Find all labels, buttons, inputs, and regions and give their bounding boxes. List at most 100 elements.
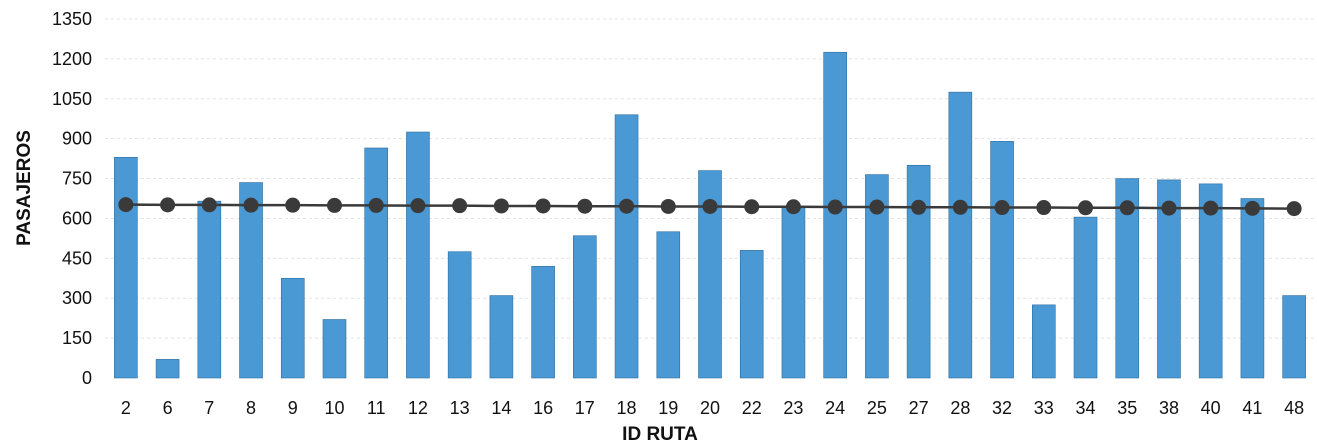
bar <box>155 359 180 379</box>
y-tick-label: 750 <box>62 169 92 189</box>
bar <box>1031 304 1056 379</box>
x-tick-label: 25 <box>867 398 887 418</box>
bar <box>280 277 305 379</box>
y-tick-label: 150 <box>62 328 92 348</box>
x-axis-title: ID RUTA <box>622 424 698 444</box>
bar <box>990 141 1014 379</box>
average-point <box>368 197 384 213</box>
x-tick-label: 38 <box>1159 398 1179 418</box>
bar <box>1240 198 1265 379</box>
average-point <box>1078 200 1094 216</box>
x-tick-label: 20 <box>700 398 720 418</box>
x-tick-label: 33 <box>1034 398 1054 418</box>
x-tick-label: 16 <box>533 398 553 418</box>
average-point <box>1203 200 1219 216</box>
bar <box>573 235 597 379</box>
x-tick-label: 34 <box>1076 398 1096 418</box>
bar <box>531 266 555 379</box>
bar <box>489 295 514 379</box>
bar <box>1198 183 1223 379</box>
x-tick-label: 19 <box>658 398 678 418</box>
average-point <box>1036 200 1052 216</box>
x-tick-label: 23 <box>783 398 803 418</box>
average-point <box>201 197 217 213</box>
x-tick-label: 41 <box>1242 398 1262 418</box>
average-point <box>577 198 593 214</box>
average-point <box>911 199 927 215</box>
bar <box>656 231 681 379</box>
average-point <box>744 199 760 215</box>
bar <box>739 250 764 379</box>
x-tick-label: 14 <box>491 398 511 418</box>
average-point <box>1244 200 1260 216</box>
average-point <box>493 198 509 214</box>
bar <box>197 200 222 379</box>
average-point <box>785 199 801 215</box>
x-tick-label: 28 <box>950 398 970 418</box>
bar <box>1282 295 1306 379</box>
average-point <box>160 197 176 213</box>
average-point <box>702 198 718 214</box>
average-point <box>243 197 259 213</box>
average-point <box>410 198 426 214</box>
x-tick-label: 10 <box>324 398 344 418</box>
average-point <box>660 198 676 214</box>
average-point <box>326 197 342 213</box>
y-tick-label: 450 <box>62 248 92 268</box>
bar <box>447 251 472 379</box>
x-tick-label: 11 <box>367 398 386 418</box>
average-point <box>952 199 968 215</box>
x-tick-label: 18 <box>617 398 637 418</box>
average-point <box>1161 200 1177 216</box>
x-tick-label: 40 <box>1201 398 1221 418</box>
bar <box>781 206 806 379</box>
average-point <box>118 197 134 213</box>
bar <box>1157 179 1181 379</box>
x-tick-label: 22 <box>742 398 762 418</box>
average-point <box>285 197 301 213</box>
y-tick-label: 0 <box>82 368 92 388</box>
x-tick-label: 35 <box>1117 398 1137 418</box>
y-axis-title: PASAJEROS <box>14 130 35 246</box>
average-point <box>1119 200 1135 216</box>
grid-layer <box>105 18 1315 339</box>
bar <box>114 156 138 379</box>
average-point <box>1286 201 1302 217</box>
y-tick-label: 1200 <box>52 49 92 69</box>
x-tick-label: 7 <box>204 398 214 418</box>
bar <box>1115 178 1140 379</box>
y-tick-labels: 0 150 300 450 600 750 900 1050 1200 1350 <box>52 9 92 388</box>
bar <box>698 170 722 379</box>
x-tick-label: 24 <box>825 398 845 418</box>
x-tick-label: 6 <box>163 398 173 418</box>
bar <box>948 91 973 379</box>
bar <box>322 319 347 379</box>
y-tick-label: 1050 <box>52 89 92 109</box>
average-point <box>535 198 551 214</box>
x-tick-label: 13 <box>450 398 470 418</box>
line-layer <box>118 197 1302 217</box>
x-tick-label: 27 <box>909 398 929 418</box>
average-point <box>827 199 843 215</box>
bar <box>906 164 931 379</box>
bar <box>406 131 430 379</box>
bar <box>865 174 889 379</box>
x-tick-label: 32 <box>992 398 1012 418</box>
y-tick-label: 1350 <box>52 9 92 29</box>
bar <box>823 51 847 379</box>
average-point <box>994 200 1010 216</box>
x-tick-label: 9 <box>288 398 298 418</box>
bar <box>364 147 389 379</box>
x-tick-labels: 2 6 7 8 9 10 11 12 13 14 16 17 18 19 20 22 23 24 25 27 28 32 3… <box>121 398 1304 418</box>
x-tick-label: 8 <box>246 398 256 418</box>
y-tick-label: 900 <box>62 129 92 149</box>
x-tick-label: 2 <box>121 398 131 418</box>
average-point <box>869 199 885 215</box>
y-tick-label: 600 <box>62 208 92 228</box>
x-tick-label: 48 <box>1284 398 1304 418</box>
average-point <box>452 198 468 214</box>
x-tick-label: 12 <box>408 398 428 418</box>
bar <box>1073 216 1098 379</box>
y-tick-label: 300 <box>62 288 92 308</box>
